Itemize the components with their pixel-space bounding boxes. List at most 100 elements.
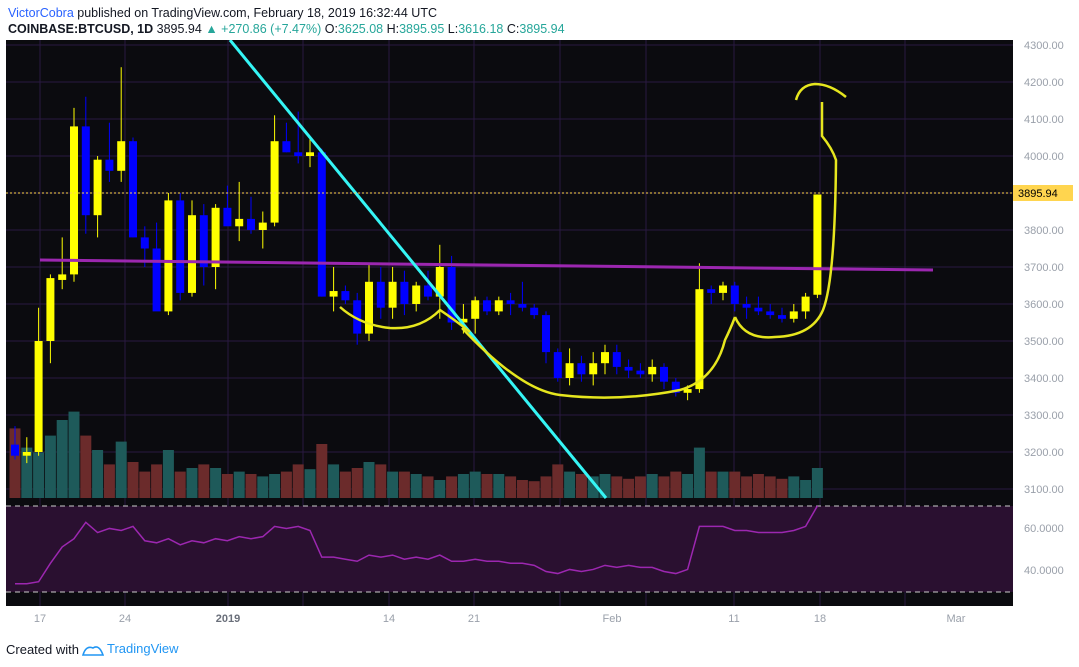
volume-bar	[611, 476, 623, 498]
candle-body[interactable]	[317, 152, 326, 297]
open-label: O:	[324, 22, 338, 36]
candle-body[interactable]	[199, 215, 208, 267]
candle-body[interactable]	[22, 452, 31, 456]
candle-body[interactable]	[553, 352, 562, 378]
price-axis[interactable]	[1013, 40, 1079, 630]
volume-bar	[434, 480, 446, 498]
candle-body[interactable]	[471, 300, 480, 319]
candle-body[interactable]	[589, 363, 598, 375]
candle-body[interactable]	[329, 291, 338, 297]
candle-body[interactable]	[636, 370, 645, 375]
candle-body[interactable]	[140, 237, 149, 249]
candle-body[interactable]	[424, 285, 432, 297]
candle-body[interactable]	[294, 152, 303, 156]
volume-bar	[398, 471, 410, 498]
candle-body[interactable]	[683, 389, 692, 393]
candle-body[interactable]	[152, 248, 161, 312]
candle-body[interactable]	[117, 141, 126, 171]
volume-bar	[139, 471, 151, 498]
candle-body[interactable]	[376, 281, 385, 308]
volume-bar	[469, 471, 481, 498]
candle-body[interactable]	[530, 307, 539, 316]
volume-bar	[410, 474, 422, 498]
candle-body[interactable]	[247, 218, 255, 230]
drawing-target-arc[interactable]	[794, 82, 847, 101]
candle-body[interactable]	[400, 281, 409, 304]
candle-body[interactable]	[801, 296, 810, 312]
candle-body[interactable]	[506, 300, 515, 304]
candle-body[interactable]	[459, 318, 468, 323]
candle-body[interactable]	[46, 278, 55, 341]
candle-body[interactable]	[412, 285, 421, 305]
candle-body[interactable]	[719, 285, 727, 293]
volume-bar	[575, 474, 587, 498]
candle-body[interactable]	[577, 363, 586, 375]
symbol-label[interactable]: COINBASE:BTCUSD, 1D	[8, 22, 154, 36]
candle-body[interactable]	[813, 194, 822, 295]
candle-body[interactable]	[223, 207, 232, 227]
drawing-cup[interactable]	[461, 316, 737, 399]
candle-body[interactable]	[81, 126, 90, 216]
candle-body[interactable]	[341, 291, 350, 301]
candle-body[interactable]	[707, 289, 716, 293]
horizontal-resistance-line[interactable]	[39, 258, 934, 272]
candle-body[interactable]	[766, 311, 775, 316]
candle-body[interactable]	[388, 281, 397, 308]
volume-bar	[634, 476, 646, 498]
candle-body[interactable]	[435, 267, 444, 297]
candle-body[interactable]	[778, 315, 786, 319]
candle-body[interactable]	[789, 311, 798, 319]
candle-body[interactable]	[730, 285, 739, 305]
time-axis[interactable]	[0, 606, 1013, 630]
candle-body[interactable]	[306, 152, 314, 156]
candle-body[interactable]	[447, 267, 456, 323]
candle-body[interactable]	[483, 300, 491, 312]
candle-body[interactable]	[648, 366, 657, 375]
tradingview-brand[interactable]: TradingView	[82, 641, 179, 656]
candle-body[interactable]	[624, 366, 633, 371]
volume-bar	[516, 480, 528, 498]
candle-body[interactable]	[612, 352, 621, 367]
drawing-handle-arrow[interactable]	[733, 102, 838, 339]
candle-body[interactable]	[494, 300, 503, 312]
brand-text: TradingView	[107, 641, 179, 656]
candle-body[interactable]	[34, 341, 43, 452]
candle-body[interactable]	[365, 281, 373, 334]
candle-body[interactable]	[742, 304, 751, 308]
chart-area[interactable]: 4300.004200.004100.004000.003900.003800.…	[0, 40, 1079, 633]
candle-body[interactable]	[270, 141, 279, 223]
candle-body[interactable]	[353, 300, 362, 334]
price-axis-label: 4200.00	[1024, 77, 1064, 89]
candle-body[interactable]	[105, 159, 114, 171]
candle-body[interactable]	[518, 304, 527, 308]
candle-body[interactable]	[176, 200, 185, 293]
published-text: published on TradingView.com, February 1…	[77, 6, 437, 20]
volume-bar	[564, 471, 576, 498]
candle-body[interactable]	[70, 126, 78, 275]
candle-body[interactable]	[188, 215, 196, 293]
drawing-small-cup[interactable]	[339, 306, 471, 333]
candle-body[interactable]	[542, 315, 550, 353]
candle-body[interactable]	[164, 200, 173, 312]
candle-body[interactable]	[601, 352, 609, 364]
candle-body[interactable]	[282, 141, 291, 153]
price-axis-label: 3700.00	[1024, 262, 1064, 274]
candle-body[interactable]	[258, 222, 267, 230]
last-price-tag	[1013, 185, 1073, 201]
candle-body[interactable]	[235, 218, 244, 227]
last-price: 3895.94	[156, 22, 202, 36]
candle-body[interactable]	[58, 274, 67, 280]
candle-body[interactable]	[129, 141, 137, 238]
price-axis-label: 3300.00	[1024, 410, 1064, 422]
descending-trendline[interactable]	[228, 40, 608, 499]
candle-body[interactable]	[211, 207, 220, 267]
volume-bar	[174, 471, 186, 498]
candle-body[interactable]	[93, 159, 102, 216]
author-link[interactable]: VictorCobra	[8, 6, 74, 20]
candle-body[interactable]	[671, 381, 680, 393]
candle-body[interactable]	[660, 366, 668, 382]
candle-body[interactable]	[754, 307, 763, 312]
candle-body[interactable]	[565, 363, 574, 378]
candle-body[interactable]	[11, 444, 19, 456]
candle-body[interactable]	[695, 289, 704, 390]
